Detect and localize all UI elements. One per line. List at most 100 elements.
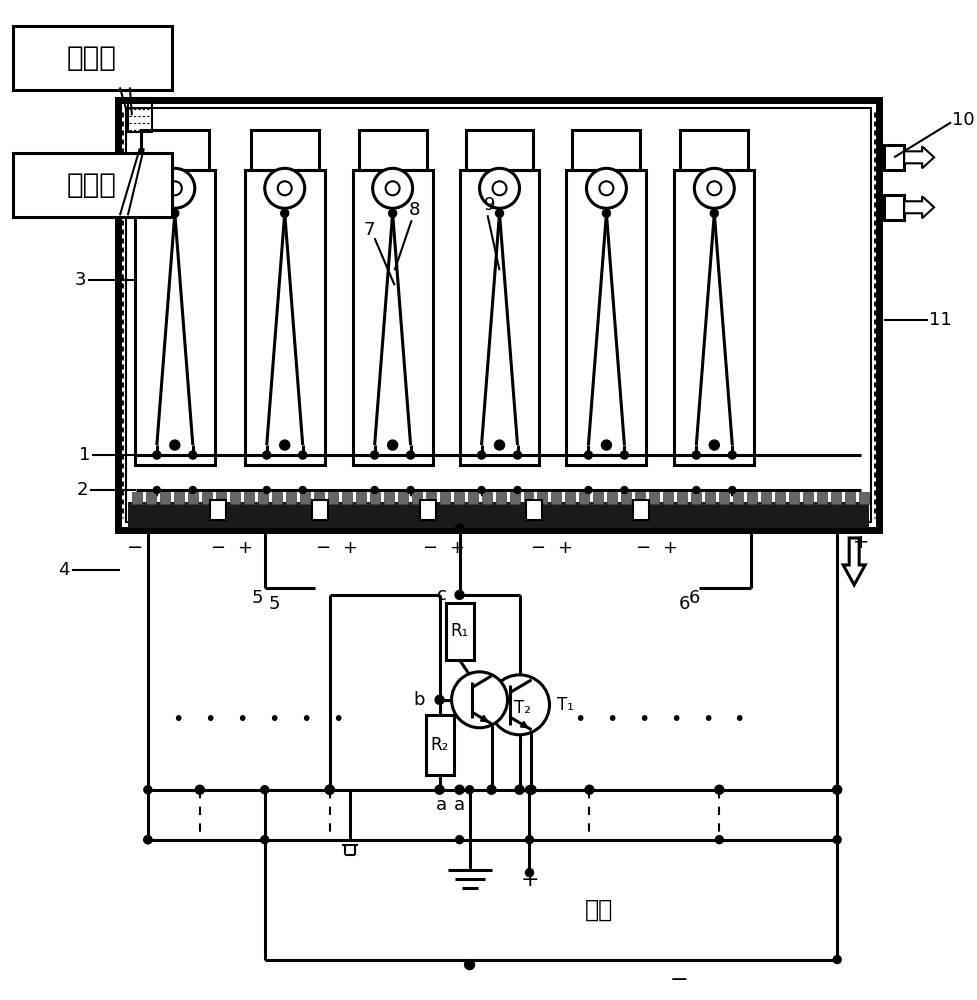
Circle shape bbox=[619, 451, 628, 459]
Bar bbox=[677, 492, 687, 504]
Bar bbox=[398, 492, 407, 504]
Bar bbox=[411, 492, 421, 504]
Circle shape bbox=[168, 181, 182, 195]
Circle shape bbox=[265, 168, 305, 208]
Text: •: • bbox=[172, 710, 184, 729]
Bar bbox=[467, 492, 477, 504]
Circle shape bbox=[263, 487, 270, 494]
Bar bbox=[680, 130, 747, 170]
Bar bbox=[565, 492, 574, 504]
Text: +: + bbox=[556, 539, 572, 557]
Circle shape bbox=[454, 785, 463, 794]
Circle shape bbox=[277, 181, 291, 195]
Text: 5: 5 bbox=[252, 589, 263, 607]
Circle shape bbox=[832, 956, 840, 964]
Circle shape bbox=[261, 786, 269, 794]
Text: +: + bbox=[237, 539, 252, 557]
Text: •: • bbox=[268, 710, 279, 729]
Circle shape bbox=[406, 487, 413, 494]
Text: +: + bbox=[661, 539, 676, 557]
Circle shape bbox=[190, 487, 196, 494]
Bar bbox=[453, 492, 463, 504]
Text: +: + bbox=[852, 533, 869, 552]
Circle shape bbox=[479, 168, 519, 208]
Circle shape bbox=[454, 590, 463, 599]
Text: 高温态: 高温态 bbox=[66, 171, 116, 199]
Bar bbox=[481, 492, 491, 504]
Text: R₂: R₂ bbox=[430, 736, 448, 754]
Bar bbox=[830, 492, 840, 504]
Circle shape bbox=[514, 487, 521, 494]
Bar bbox=[593, 492, 603, 504]
Circle shape bbox=[152, 451, 160, 459]
Circle shape bbox=[385, 181, 400, 195]
Circle shape bbox=[527, 785, 535, 794]
Bar bbox=[649, 492, 658, 504]
Text: 5: 5 bbox=[269, 595, 280, 613]
Circle shape bbox=[144, 836, 151, 844]
Circle shape bbox=[261, 836, 269, 844]
Circle shape bbox=[435, 695, 444, 704]
Circle shape bbox=[372, 168, 412, 208]
Text: +: + bbox=[520, 870, 538, 890]
Circle shape bbox=[602, 209, 610, 217]
Circle shape bbox=[189, 451, 196, 459]
Bar bbox=[883, 145, 903, 170]
Bar bbox=[733, 492, 743, 504]
Bar bbox=[356, 492, 365, 504]
Circle shape bbox=[298, 451, 307, 459]
Circle shape bbox=[477, 451, 485, 459]
Circle shape bbox=[435, 785, 444, 794]
Bar bbox=[718, 492, 729, 504]
Bar bbox=[258, 492, 268, 504]
Bar bbox=[883, 195, 903, 220]
Bar bbox=[635, 492, 645, 504]
Polygon shape bbox=[903, 196, 933, 218]
FancyBboxPatch shape bbox=[13, 26, 172, 90]
Bar bbox=[314, 492, 323, 504]
Circle shape bbox=[487, 785, 495, 794]
Text: R₁: R₁ bbox=[450, 622, 468, 640]
Polygon shape bbox=[842, 538, 865, 585]
Bar bbox=[201, 492, 212, 504]
Circle shape bbox=[694, 168, 734, 208]
Circle shape bbox=[388, 209, 397, 217]
Text: T₂: T₂ bbox=[513, 699, 530, 717]
Circle shape bbox=[465, 786, 473, 794]
Circle shape bbox=[832, 786, 840, 794]
Circle shape bbox=[601, 440, 611, 450]
Text: 2: 2 bbox=[76, 481, 88, 499]
Circle shape bbox=[525, 836, 532, 844]
Bar bbox=[272, 492, 281, 504]
Circle shape bbox=[279, 440, 289, 450]
Bar bbox=[537, 492, 547, 504]
Text: 8: 8 bbox=[408, 201, 420, 219]
Circle shape bbox=[832, 836, 840, 844]
Circle shape bbox=[831, 785, 841, 794]
Circle shape bbox=[144, 836, 151, 844]
Bar bbox=[128, 502, 869, 528]
Circle shape bbox=[495, 209, 503, 217]
Bar bbox=[620, 492, 631, 504]
Circle shape bbox=[170, 440, 180, 450]
Bar bbox=[459, 170, 539, 465]
Text: 11: 11 bbox=[928, 311, 951, 329]
Bar bbox=[802, 492, 813, 504]
Circle shape bbox=[599, 181, 613, 195]
Text: •: • bbox=[669, 710, 680, 729]
Text: c: c bbox=[436, 586, 446, 604]
Bar bbox=[425, 492, 435, 504]
Bar bbox=[174, 492, 184, 504]
Circle shape bbox=[714, 836, 723, 844]
Bar bbox=[526, 500, 542, 520]
Text: T₁: T₁ bbox=[557, 696, 573, 714]
Bar bbox=[704, 492, 714, 504]
Text: −: − bbox=[530, 539, 544, 557]
Bar bbox=[607, 492, 616, 504]
Bar bbox=[285, 492, 295, 504]
Bar bbox=[230, 492, 239, 504]
Bar bbox=[146, 492, 155, 504]
Text: 3: 3 bbox=[74, 271, 86, 289]
Circle shape bbox=[620, 487, 627, 494]
Circle shape bbox=[692, 487, 700, 494]
